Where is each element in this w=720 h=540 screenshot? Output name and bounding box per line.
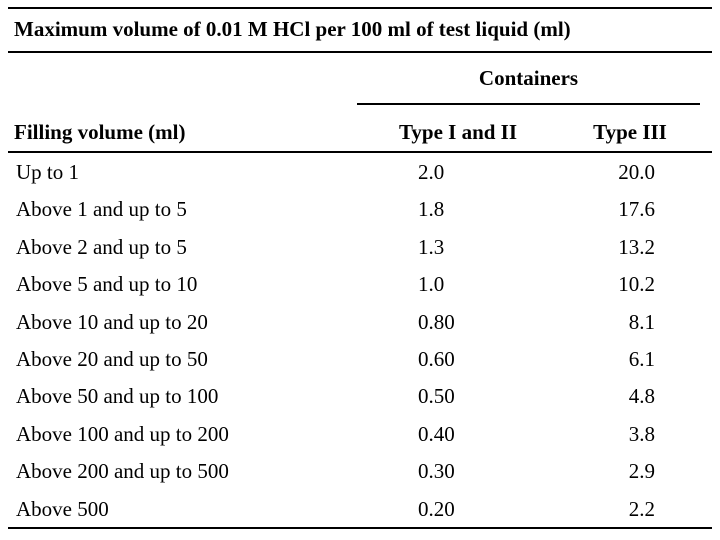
group-header: Containers (478, 66, 579, 90)
cell-value: 0.20 (418, 496, 455, 521)
table-title: Maximum volume of 0.01 M HCl per 100 ml … (14, 17, 571, 41)
cell-value: 6.1 (628, 347, 655, 371)
title-rule (8, 51, 712, 53)
top-rule (8, 7, 712, 9)
bottom-rule (8, 527, 712, 529)
cell-value: 1.0 (418, 272, 445, 297)
cell-value: 2.2 (628, 496, 655, 521)
cell-value: 0.50 (418, 384, 455, 409)
row-label: Above 5 and up to 10 (16, 272, 198, 297)
cell-value: 0.60 (418, 347, 455, 371)
row-label: Above 500 (16, 496, 109, 521)
row-label: Above 50 and up to 100 (16, 384, 219, 409)
row-label: Above 10 and up to 20 (16, 309, 208, 334)
cell-value: 1.8 (418, 197, 445, 222)
cell-value: 2.0 (418, 160, 445, 184)
cell-value: 0.40 (418, 421, 455, 446)
row-label: Above 1 and up to 5 (16, 197, 187, 222)
row-label: Above 200 and up to 500 (16, 459, 229, 484)
row-label: Above 20 and up to 50 (16, 347, 208, 371)
row-label: Above 2 and up to 5 (16, 234, 187, 259)
cell-value: 13.2 (618, 234, 655, 259)
column-header: Type I and II (398, 120, 518, 144)
cell-value: 0.30 (418, 459, 455, 484)
cell-value: 8.1 (628, 309, 655, 334)
cell-value: 0.80 (418, 309, 455, 334)
column-header: Filling volume (ml) (14, 120, 186, 144)
header-rule (8, 151, 712, 153)
column-header: Type III (593, 120, 667, 144)
cell-value: 2.9 (628, 459, 655, 484)
cell-value: 10.2 (618, 272, 655, 297)
cell-value: 20.0 (618, 160, 655, 184)
cell-value: 4.8 (628, 384, 655, 409)
cell-value: 3.8 (628, 421, 655, 446)
cell-value: 17.6 (618, 197, 655, 222)
row-label: Up to 1 (16, 160, 79, 184)
group-rule (357, 103, 700, 105)
cell-value: 1.3 (418, 234, 445, 259)
row-label: Above 100 and up to 200 (16, 421, 229, 446)
